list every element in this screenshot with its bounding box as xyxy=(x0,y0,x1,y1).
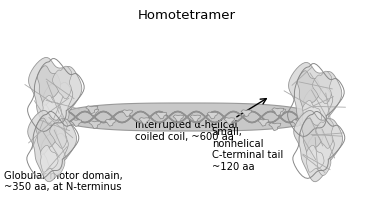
Polygon shape xyxy=(43,82,73,128)
Polygon shape xyxy=(303,101,322,130)
Polygon shape xyxy=(173,115,183,122)
Polygon shape xyxy=(139,118,150,124)
Polygon shape xyxy=(190,115,201,122)
Polygon shape xyxy=(38,66,61,105)
Polygon shape xyxy=(312,71,332,104)
Polygon shape xyxy=(288,62,342,140)
Polygon shape xyxy=(28,110,76,182)
Text: Interrupted α-helical
coiled coil, ~600 aa: Interrupted α-helical coiled coil, ~600 … xyxy=(135,120,237,142)
Polygon shape xyxy=(275,109,285,116)
Polygon shape xyxy=(224,118,234,124)
Polygon shape xyxy=(207,112,218,119)
Polygon shape xyxy=(36,118,57,154)
Polygon shape xyxy=(40,145,58,172)
Polygon shape xyxy=(306,145,324,172)
Polygon shape xyxy=(71,120,81,127)
Polygon shape xyxy=(105,119,116,126)
Polygon shape xyxy=(42,95,62,125)
Polygon shape xyxy=(307,133,334,175)
Polygon shape xyxy=(303,87,333,133)
Polygon shape xyxy=(292,120,303,127)
Text: Globular motor domain,
~350 aa, at N-terminus: Globular motor domain, ~350 aa, at N-ter… xyxy=(4,171,123,193)
Polygon shape xyxy=(28,57,82,135)
Text: Homotetramer: Homotetramer xyxy=(138,9,236,22)
Polygon shape xyxy=(269,123,281,131)
Polygon shape xyxy=(156,112,166,119)
Polygon shape xyxy=(86,106,98,114)
Text: Small,
nonhelical
C-terminal tail
~120 aa: Small, nonhelical C-terminal tail ~120 a… xyxy=(212,127,283,172)
Polygon shape xyxy=(294,110,343,182)
Polygon shape xyxy=(241,110,252,117)
Polygon shape xyxy=(57,103,317,131)
Polygon shape xyxy=(88,109,99,116)
Polygon shape xyxy=(41,133,68,175)
Polygon shape xyxy=(258,119,268,126)
Polygon shape xyxy=(316,118,333,148)
Polygon shape xyxy=(272,108,284,116)
Polygon shape xyxy=(89,121,101,129)
Polygon shape xyxy=(297,71,321,110)
Polygon shape xyxy=(53,66,72,99)
Polygon shape xyxy=(50,118,68,148)
Polygon shape xyxy=(302,118,323,154)
Polygon shape xyxy=(122,110,132,117)
